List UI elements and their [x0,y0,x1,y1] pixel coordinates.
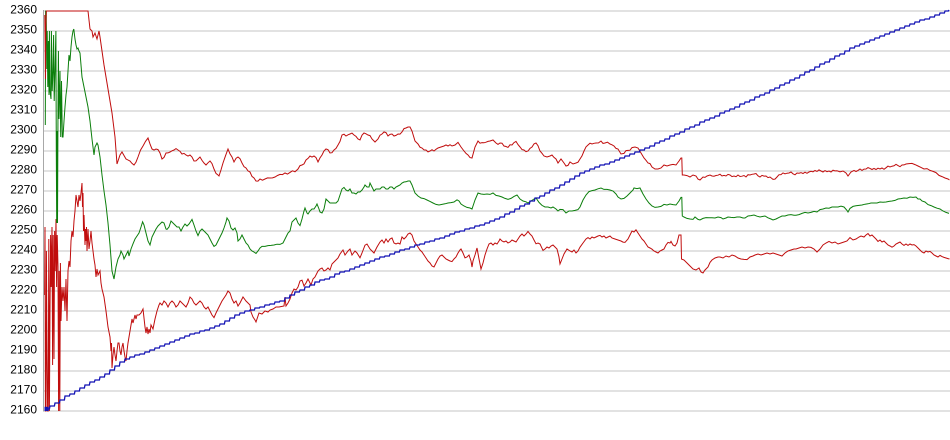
svg-text:2250: 2250 [10,223,37,237]
svg-text:2210: 2210 [10,303,37,317]
svg-text:2330: 2330 [10,63,37,77]
svg-text:2170: 2170 [10,383,37,397]
svg-text:2300: 2300 [10,123,37,137]
svg-text:2280: 2280 [10,163,37,177]
svg-text:2350: 2350 [10,23,37,37]
svg-text:2190: 2190 [10,343,37,357]
svg-text:2360: 2360 [10,3,37,17]
svg-text:2320: 2320 [10,83,37,97]
svg-text:2220: 2220 [10,283,37,297]
svg-text:2290: 2290 [10,143,37,157]
svg-text:2230: 2230 [10,263,37,277]
svg-text:2260: 2260 [10,203,37,217]
svg-text:2180: 2180 [10,363,37,377]
svg-text:2340: 2340 [10,43,37,57]
svg-text:2240: 2240 [10,243,37,257]
svg-text:2270: 2270 [10,183,37,197]
svg-text:2200: 2200 [10,323,37,337]
svg-text:2310: 2310 [10,103,37,117]
svg-text:2160: 2160 [10,403,37,417]
